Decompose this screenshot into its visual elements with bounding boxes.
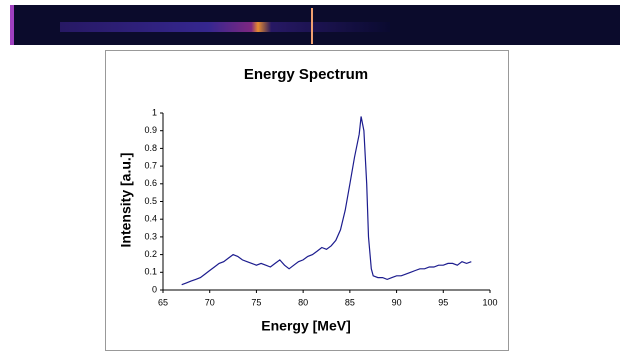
y-axis-label: Intensity [a.u.] [118, 153, 134, 248]
beam-edge [10, 5, 14, 45]
y-tick-label: 0.7 [144, 160, 157, 170]
x-axis-label: Energy [MeV] [261, 318, 350, 334]
x-tick-label: 100 [482, 297, 497, 307]
y-tick-label: 0.8 [144, 143, 157, 153]
y-tick-label: 0.5 [144, 196, 157, 206]
y-tick-label: 0.9 [144, 125, 157, 135]
x-tick-label: 65 [158, 297, 168, 307]
chart-title: Energy Spectrum [244, 66, 368, 83]
x-tick-label: 75 [251, 297, 261, 307]
x-tick-label: 80 [298, 297, 308, 307]
x-tick-label: 85 [345, 297, 355, 307]
screenshot: Energy Spectrum Energy [MeV] Intensity [… [0, 0, 624, 351]
beam-trace [60, 22, 390, 32]
x-tick-label: 95 [438, 297, 448, 307]
y-tick-label: 0.4 [144, 214, 157, 224]
y-tick-label: 0.6 [144, 178, 157, 188]
y-tick-label: 0.3 [144, 231, 157, 241]
y-tick-label: 0.2 [144, 249, 157, 259]
beam-marker [311, 8, 313, 44]
y-tick-label: 0 [152, 284, 157, 294]
page: {"chart_data": {"type": "line", "title":… [0, 0, 624, 351]
y-tick-label: 1 [152, 107, 157, 117]
x-tick-label: 90 [392, 297, 402, 307]
x-tick-label: 70 [205, 297, 215, 307]
y-tick-label: 0.1 [144, 267, 157, 277]
